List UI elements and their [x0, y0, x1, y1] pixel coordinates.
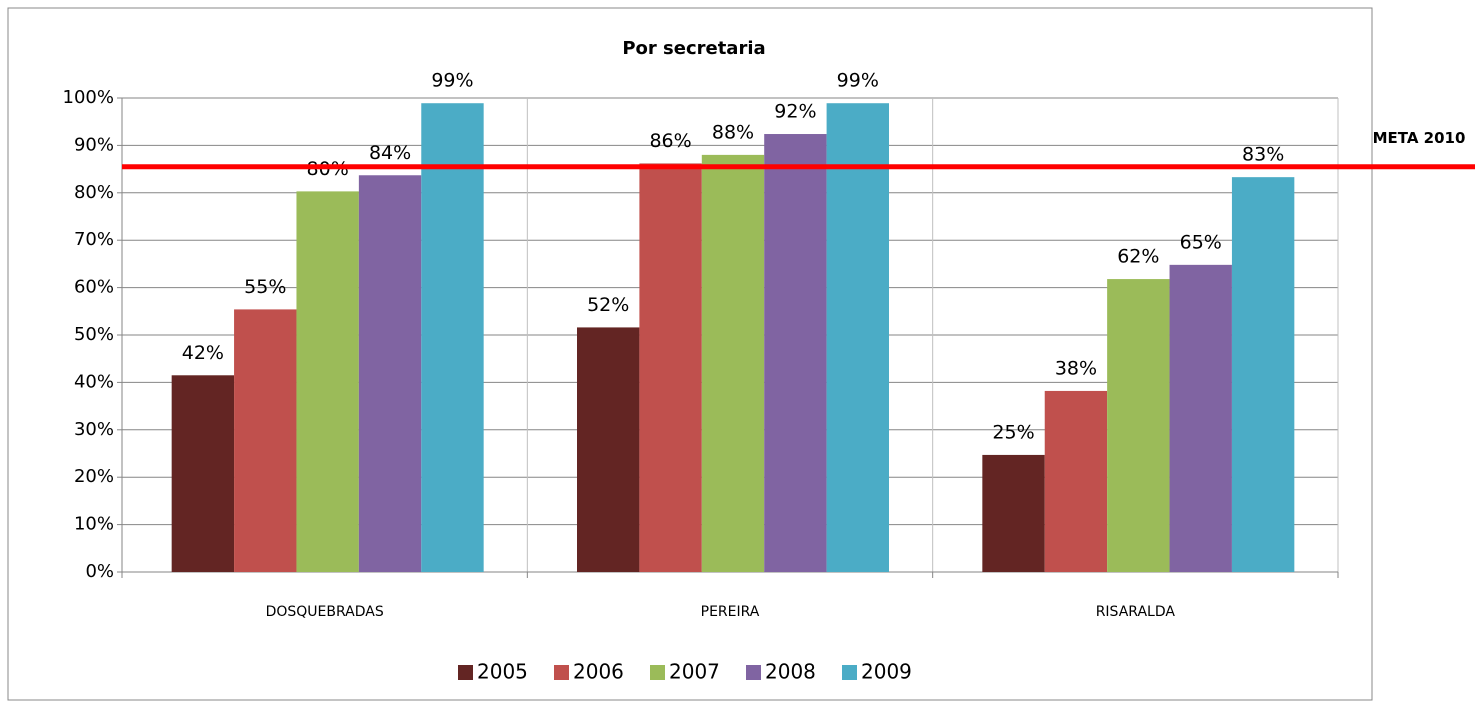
bar — [826, 103, 889, 573]
y-tick-label: 50% — [74, 324, 114, 345]
data-label: 99% — [837, 70, 879, 92]
data-label: 42% — [182, 342, 224, 364]
data-label: 65% — [1180, 231, 1222, 253]
bar — [358, 175, 422, 572]
x-tick-label: RISARALDA — [1096, 604, 1176, 620]
legend-swatch — [650, 665, 665, 680]
legend-label: 2006 — [573, 660, 624, 684]
data-label: 88% — [712, 121, 754, 143]
data-label: 92% — [774, 101, 816, 123]
legend-label: 2005 — [477, 660, 528, 684]
y-tick-label: 10% — [74, 514, 114, 535]
data-label: 84% — [369, 142, 411, 164]
bar — [1107, 279, 1170, 572]
bar — [982, 454, 1045, 572]
bar — [421, 103, 484, 573]
legend-label: 2009 — [861, 660, 912, 684]
x-tick-label: DOSQUEBRADAS — [266, 604, 384, 620]
y-tick-label: 100% — [63, 87, 114, 108]
bar — [1044, 390, 1108, 572]
legend-swatch — [554, 665, 569, 680]
legend-label: 2008 — [765, 660, 816, 684]
data-label: 86% — [649, 130, 691, 152]
bar — [701, 154, 765, 572]
legend-swatch — [746, 665, 761, 680]
y-tick-label: 80% — [74, 182, 114, 203]
data-label: 99% — [431, 70, 473, 92]
data-label: 55% — [244, 276, 286, 298]
y-tick-label: 60% — [74, 277, 114, 298]
reference-label: META 2010 — [1373, 129, 1466, 147]
bar — [639, 163, 702, 573]
y-tick-label: 40% — [74, 371, 114, 392]
bar — [577, 327, 640, 572]
data-label: 83% — [1242, 144, 1284, 166]
legend-swatch — [842, 665, 857, 680]
y-tick-label: 20% — [74, 466, 114, 487]
y-tick-label: 30% — [74, 419, 114, 440]
bar — [1169, 264, 1232, 572]
bar — [296, 191, 359, 573]
legend-swatch — [458, 665, 473, 680]
chart-title: Por secretaria — [622, 38, 765, 59]
x-tick-label: PEREIRA — [701, 604, 760, 620]
y-tick-label: 70% — [74, 229, 114, 250]
data-label: 25% — [992, 421, 1034, 443]
data-label: 62% — [1117, 246, 1159, 268]
bar — [764, 134, 827, 573]
bar — [171, 375, 235, 572]
data-label: 38% — [1055, 357, 1097, 379]
bar — [234, 309, 297, 572]
legend-label: 2007 — [669, 660, 720, 684]
data-label: 52% — [587, 294, 629, 316]
y-tick-label: 90% — [74, 134, 114, 155]
y-tick-label: 0% — [85, 561, 114, 582]
bar — [1231, 177, 1295, 572]
